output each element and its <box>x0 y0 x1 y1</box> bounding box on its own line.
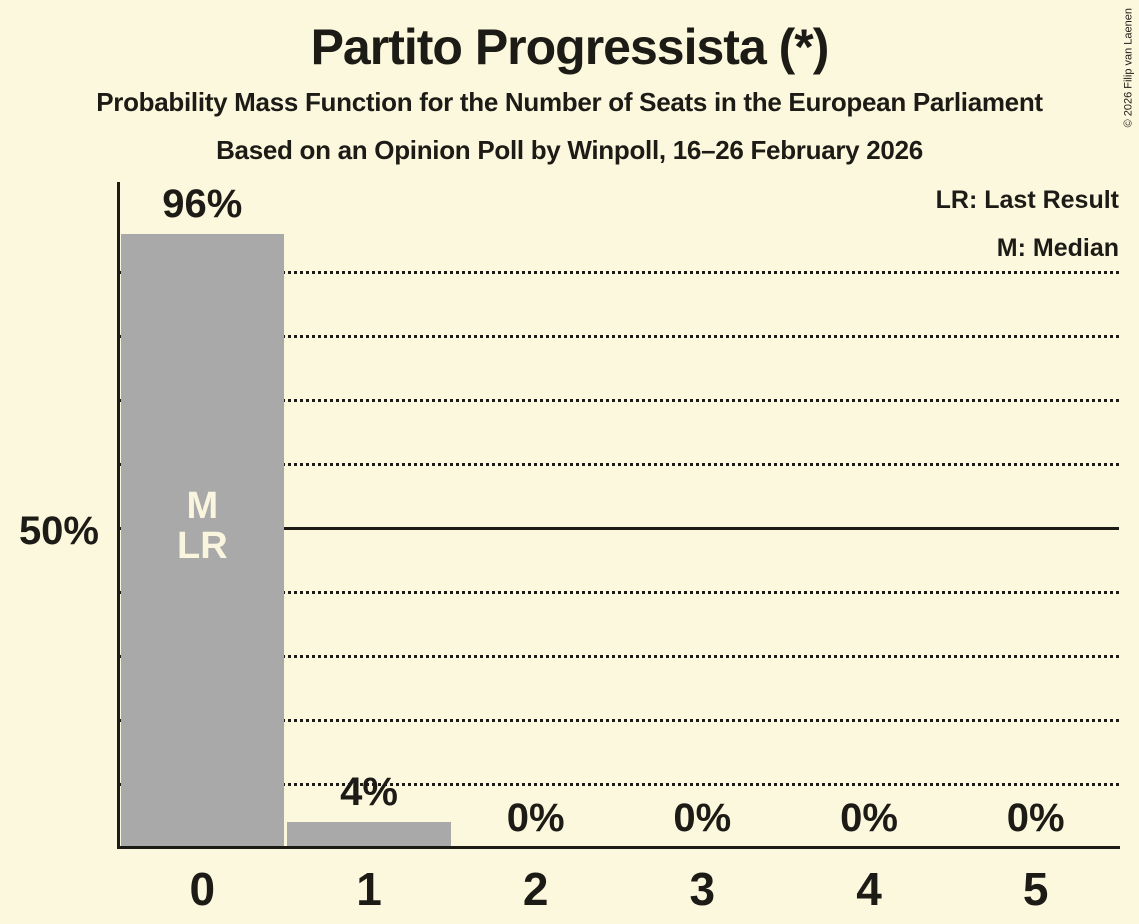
bar-annotation-seats-0: M LR <box>119 486 286 566</box>
value-label-seats-2: 0% <box>506 796 565 840</box>
annotation-line-m: M <box>186 485 219 527</box>
gridline-60pct <box>119 463 1119 466</box>
chart-title: Partito Progressista (*) <box>310 19 830 75</box>
gridline-20pct <box>119 719 1119 722</box>
poll-info: Based on an Opinion Poll by Winpoll, 16–… <box>216 135 923 165</box>
chart-subtitle: Probability Mass Function for the Number… <box>96 87 1043 117</box>
majority-line <box>119 526 1119 530</box>
value-label-seats-4: 0% <box>840 796 898 840</box>
legend-last-result: LR: Last Result <box>935 186 1119 214</box>
copyright-notice: © 2026 Filip van Laenen <box>1122 8 1134 128</box>
value-label-seats-0: 96% <box>162 181 243 226</box>
value-label-seats-3: 0% <box>673 796 732 840</box>
x-tick-3: 3 <box>689 863 716 915</box>
bar-seats-1 <box>287 822 451 848</box>
gridline-80pct <box>119 335 1119 338</box>
value-label-seats-1: 4% <box>340 770 398 815</box>
value-label-seats-5: 0% <box>1006 796 1065 840</box>
bar-seats-0 <box>120 233 285 848</box>
gridline-30pct <box>119 655 1119 658</box>
x-tick-5: 5 <box>1022 863 1049 915</box>
legend-median: M: Median <box>996 234 1119 262</box>
annotation-line-lr: LR <box>177 525 228 567</box>
gridline-40pct <box>119 591 1119 594</box>
gridline-70pct <box>119 399 1119 402</box>
gridline-10pct <box>119 783 1119 786</box>
x-tick-1: 1 <box>356 863 382 915</box>
x-axis <box>117 846 1120 849</box>
y-tick-50pct: 50% <box>18 509 99 553</box>
x-tick-2: 2 <box>522 863 549 915</box>
x-tick-0: 0 <box>189 863 216 915</box>
x-tick-4: 4 <box>856 863 882 915</box>
gridline-90pct <box>119 271 1119 274</box>
y-axis <box>117 182 120 846</box>
